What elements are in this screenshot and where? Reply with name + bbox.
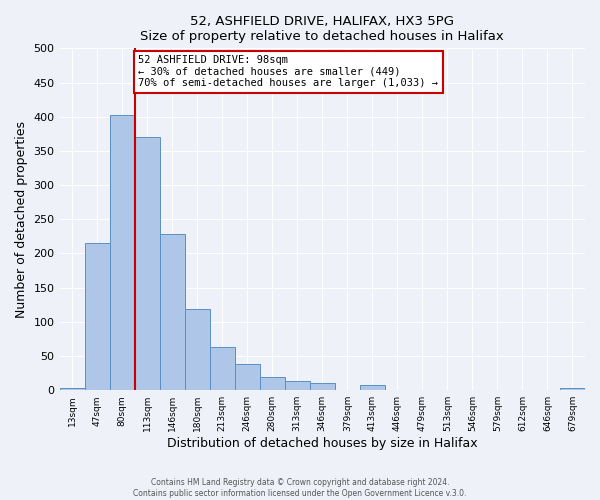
Bar [85, 243, 110, 390]
X-axis label: Distribution of detached houses by size in Halifax: Distribution of detached houses by size … [167, 437, 478, 450]
Bar [260, 376, 285, 390]
Text: 52 ASHFIELD DRIVE: 98sqm
← 30% of detached houses are smaller (449)
70% of semi-: 52 ASHFIELD DRIVE: 98sqm ← 30% of detach… [139, 55, 439, 88]
Bar [285, 380, 310, 390]
Bar [59, 388, 85, 390]
Title: 52, ASHFIELD DRIVE, HALIFAX, HX3 5PG
Size of property relative to detached house: 52, ASHFIELD DRIVE, HALIFAX, HX3 5PG Siz… [140, 15, 504, 43]
Bar [110, 114, 134, 390]
Bar [134, 137, 160, 390]
Y-axis label: Number of detached properties: Number of detached properties [15, 121, 28, 318]
Bar [235, 364, 260, 390]
Bar [360, 386, 385, 390]
Bar [160, 234, 185, 390]
Bar [185, 309, 209, 390]
Bar [310, 384, 335, 390]
Bar [209, 347, 235, 390]
Text: Contains HM Land Registry data © Crown copyright and database right 2024.
Contai: Contains HM Land Registry data © Crown c… [133, 478, 467, 498]
Bar [560, 388, 585, 390]
